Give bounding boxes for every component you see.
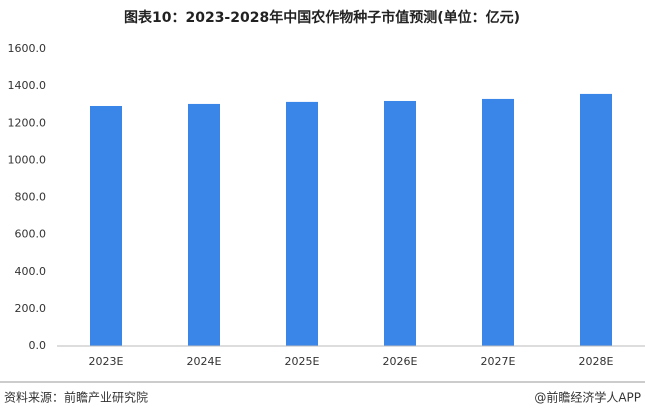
x-tick-label: 2027E	[481, 355, 516, 368]
chart-title: 图表10：2023-2028年中国农作物种子市值预测(单位：亿元)	[124, 9, 520, 26]
x-tick-label: 2023E	[89, 355, 124, 368]
y-tick-label: 1400.0	[8, 79, 47, 92]
source: 资料来源：前瞻产业研究院	[4, 390, 148, 405]
bar	[286, 101, 318, 346]
bar	[90, 105, 122, 346]
y-tick-label: 400.0	[15, 265, 47, 278]
y-tick-label: 0.0	[29, 339, 47, 352]
bar	[384, 100, 416, 346]
bar	[580, 93, 612, 346]
y-tick-label: 800.0	[15, 191, 47, 204]
x-tick-label: 2025E	[285, 355, 320, 368]
credit: @前瞻经济学人APP	[534, 390, 641, 405]
x-tick-label: 2024E	[187, 355, 222, 368]
x-tick-label: 2028E	[579, 355, 614, 368]
y-tick-label: 1600.0	[8, 42, 47, 55]
bar	[188, 103, 220, 346]
y-tick-label: 200.0	[15, 302, 47, 315]
x-tick-label: 2026E	[383, 355, 418, 368]
bar	[482, 98, 514, 346]
y-tick-label: 600.0	[15, 228, 47, 241]
y-tick-label: 1200.0	[8, 116, 47, 129]
y-tick-label: 1000.0	[8, 153, 47, 166]
